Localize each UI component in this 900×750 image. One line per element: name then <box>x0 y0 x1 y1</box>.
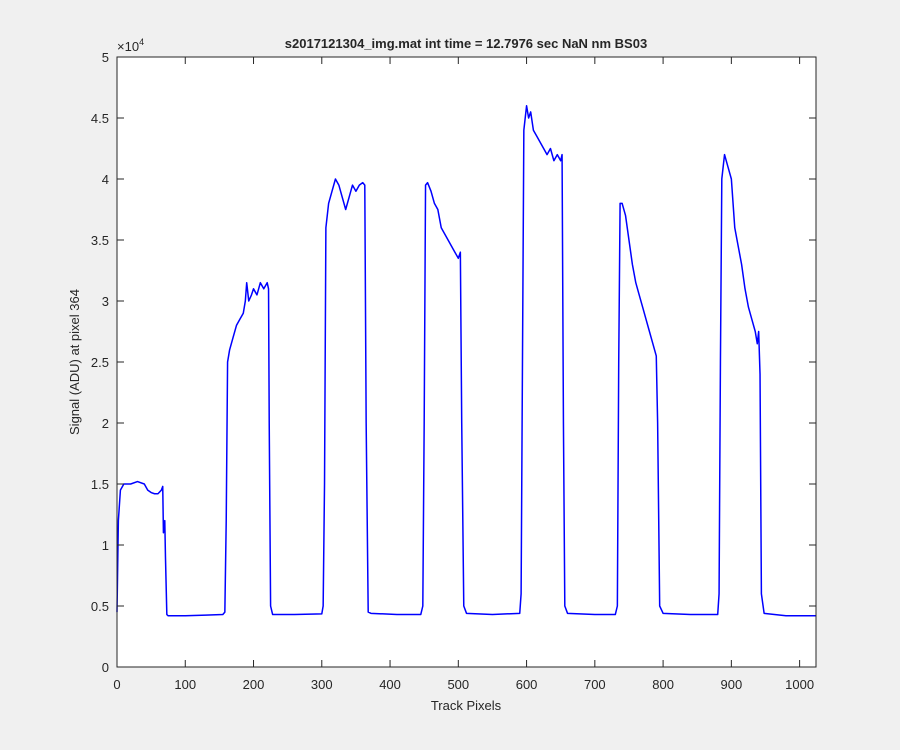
x-tick-label: 600 <box>516 677 538 692</box>
y-tick-label: 3 <box>102 294 109 309</box>
x-tick-label: 500 <box>447 677 469 692</box>
x-tick-label: 700 <box>584 677 606 692</box>
x-tick-label: 400 <box>379 677 401 692</box>
y-axis-label: Signal (ADU) at pixel 364 <box>67 289 82 435</box>
y-tick-label: 5 <box>102 50 109 65</box>
chart-title: s2017121304_img.mat int time = 12.7976 s… <box>285 36 647 51</box>
y-tick-label: 2.5 <box>91 355 109 370</box>
y-tick-label: 2 <box>102 416 109 431</box>
x-tick-label: 1000 <box>785 677 814 692</box>
x-axis-label: Track Pixels <box>431 698 502 713</box>
marks <box>116 105 816 617</box>
y-tick-label: 3.5 <box>91 233 109 248</box>
x-tick-label: 800 <box>652 677 674 692</box>
plot-area <box>117 57 816 667</box>
x-tick-label: 0 <box>113 677 120 692</box>
x-tick-label: 100 <box>174 677 196 692</box>
y-scale-base: ×10 <box>117 39 139 54</box>
data-line <box>116 105 816 617</box>
x-tick-label: 900 <box>721 677 743 692</box>
y-tick-label: 4.5 <box>91 111 109 126</box>
y-tick-label: 4 <box>102 172 109 187</box>
y-tick-label: 1.5 <box>91 477 109 492</box>
x-tick-label: 200 <box>243 677 265 692</box>
y-tick-label: 0.5 <box>91 599 109 614</box>
y-tick-label: 1 <box>102 538 109 553</box>
y-scale-label: ×104 <box>117 37 144 54</box>
y-tick-label: 0 <box>102 660 109 675</box>
x-tick-label: 300 <box>311 677 333 692</box>
y-scale-exponent: 4 <box>139 37 144 47</box>
